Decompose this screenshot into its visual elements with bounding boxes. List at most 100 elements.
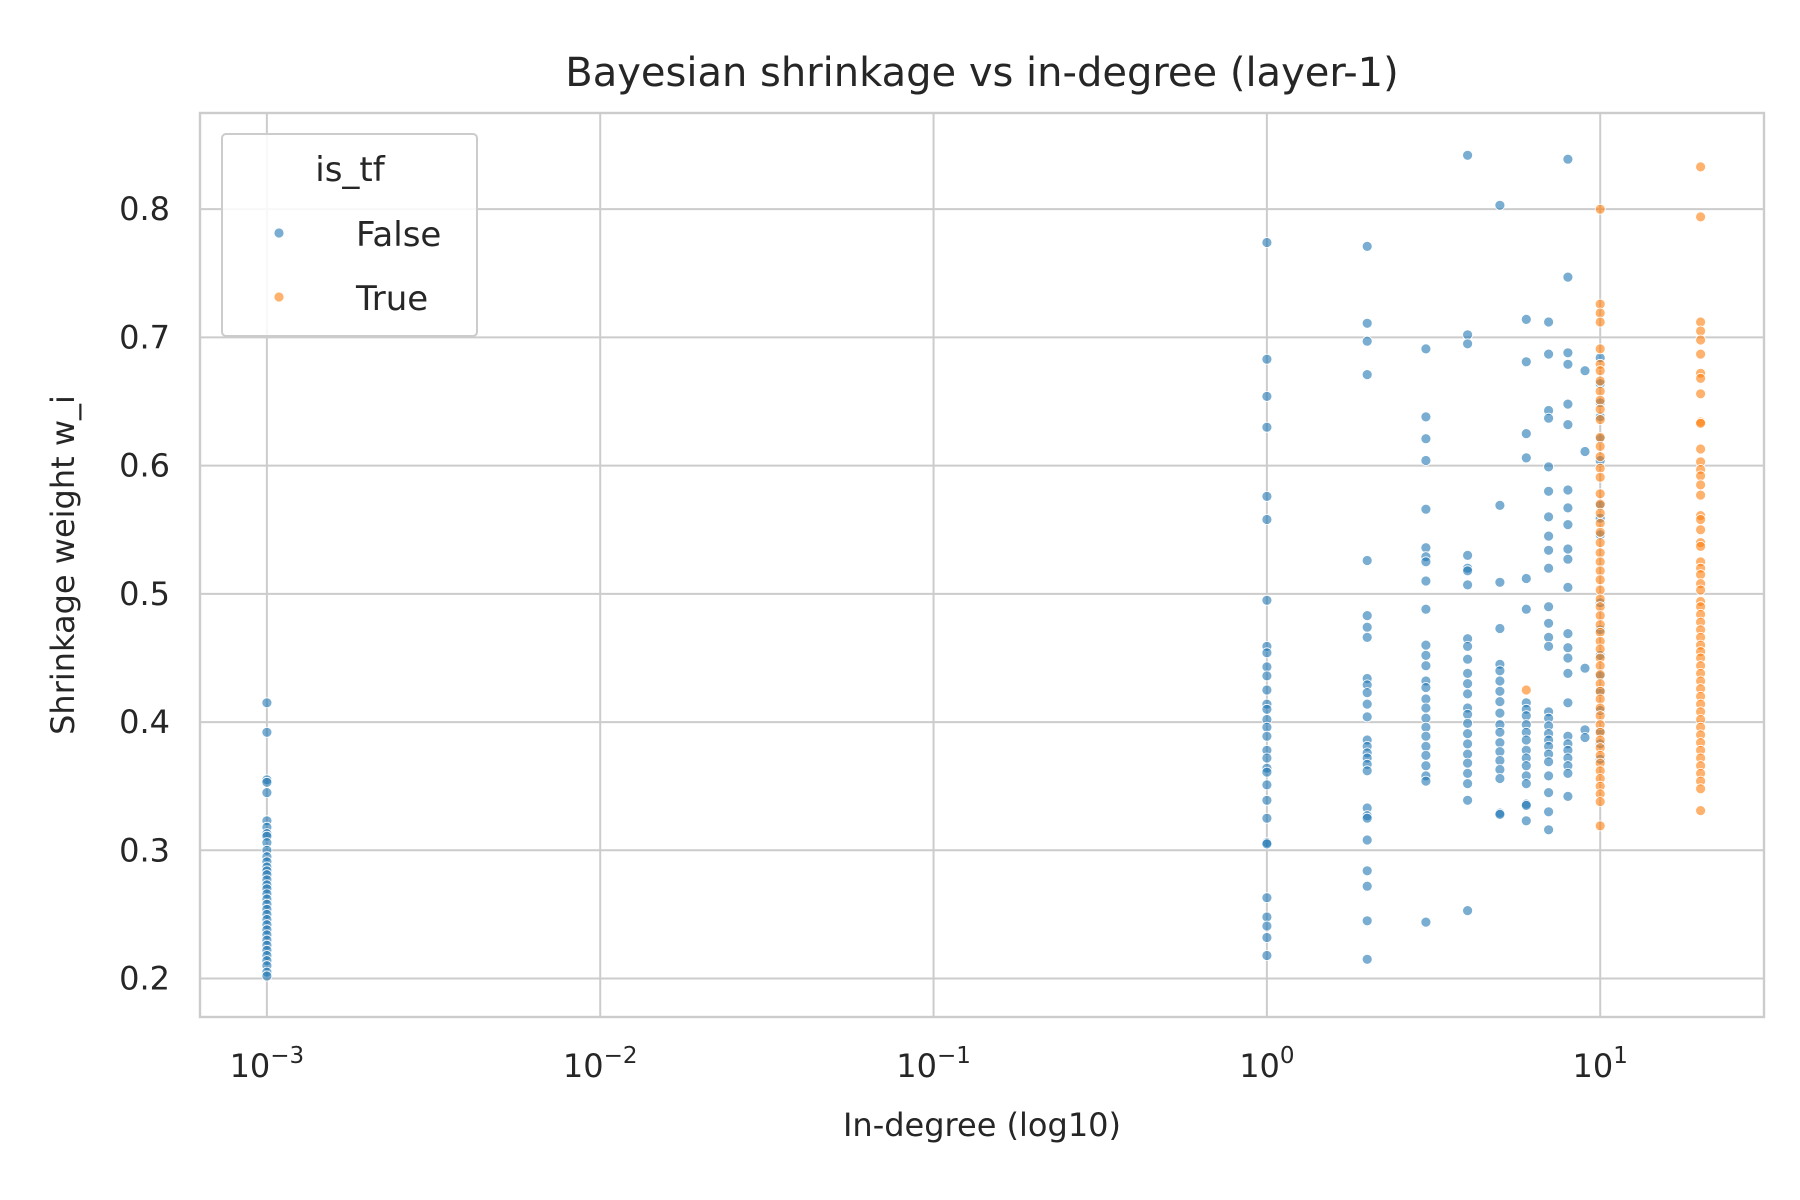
data-point	[1594, 498, 1606, 510]
data-point	[1562, 502, 1574, 514]
data-point	[1543, 617, 1554, 629]
data-point	[1594, 375, 1606, 387]
data-point	[1594, 693, 1606, 705]
data-point	[1261, 684, 1273, 696]
data-point	[1420, 650, 1432, 661]
data-point	[1361, 632, 1373, 643]
data-point	[1695, 524, 1706, 536]
data-point	[1695, 514, 1706, 525]
data-point	[1695, 334, 1706, 346]
data-point	[1543, 511, 1554, 523]
data-point	[1261, 932, 1273, 943]
data-point	[1361, 698, 1373, 710]
data-point	[1261, 670, 1273, 682]
data-point	[1420, 693, 1432, 705]
data-point	[1695, 348, 1706, 360]
data-point	[1361, 555, 1373, 566]
data-point	[1494, 707, 1506, 719]
data-point	[1594, 316, 1606, 328]
data-point	[1695, 372, 1706, 384]
data-point	[1261, 812, 1273, 824]
data-point	[1361, 865, 1373, 877]
data-point	[1562, 358, 1574, 370]
data-point	[1695, 325, 1706, 337]
data-point	[1594, 537, 1606, 548]
data-point	[1420, 730, 1432, 742]
data-point	[1494, 726, 1506, 738]
data-point	[1594, 820, 1606, 832]
data-point	[1520, 573, 1532, 584]
data-point	[1695, 479, 1706, 491]
y-axis-label: Shrinkage weight w_i	[44, 395, 82, 735]
data-point	[1695, 161, 1706, 173]
legend: is_tf False True	[221, 133, 478, 337]
data-point	[1462, 748, 1473, 760]
data-point	[1520, 800, 1532, 811]
data-point	[1494, 576, 1506, 588]
data-point	[1361, 687, 1373, 698]
data-point	[1420, 682, 1432, 693]
data-point	[1420, 433, 1432, 445]
data-point	[1594, 584, 1606, 596]
y-tick-label: 0.4	[119, 703, 170, 741]
x-tick-label: 101	[1573, 1043, 1628, 1085]
data-point	[1462, 668, 1473, 679]
data-point	[1543, 412, 1554, 424]
data-point	[1562, 553, 1574, 565]
data-point	[1361, 711, 1373, 723]
data-point	[1361, 610, 1373, 621]
legend-title: is_tf	[315, 150, 385, 190]
data-point	[1594, 394, 1606, 406]
x-tick-label: 10−3	[230, 1043, 305, 1085]
series-false	[261, 149, 1606, 982]
data-point	[1520, 778, 1532, 789]
data-point	[1520, 428, 1532, 440]
data-point	[1562, 652, 1574, 664]
data-point	[1261, 237, 1273, 248]
x-tick-label: 10−1	[896, 1043, 971, 1085]
data-point	[1361, 915, 1373, 927]
data-point	[1562, 791, 1574, 802]
plot-frame	[198, 111, 1766, 1019]
data-point	[261, 697, 273, 709]
data-point	[1594, 565, 1606, 577]
data-point	[1594, 517, 1606, 529]
data-point	[1543, 544, 1554, 556]
data-point	[1695, 569, 1706, 580]
data-point	[1695, 316, 1706, 328]
data-point	[1695, 783, 1706, 795]
data-point	[1695, 584, 1706, 596]
data-point	[1695, 417, 1706, 429]
data-point	[1520, 684, 1532, 696]
data-point	[1361, 240, 1373, 252]
data-point	[1420, 542, 1432, 554]
data-point	[1594, 203, 1606, 215]
data-point	[1261, 892, 1273, 904]
data-point	[1594, 556, 1606, 568]
data-point	[1494, 696, 1506, 707]
data-point	[1594, 574, 1606, 586]
y-tick-label: 0.8	[119, 190, 170, 228]
data-point	[1594, 414, 1606, 425]
data-point	[1594, 403, 1606, 415]
data-point	[1261, 721, 1273, 733]
data-point	[261, 787, 273, 798]
data-point	[1579, 662, 1591, 674]
data-point	[1594, 507, 1606, 519]
data-point	[261, 726, 273, 738]
data-point	[1462, 728, 1473, 739]
y-tick-label: 0.7	[119, 318, 170, 356]
data-point	[1261, 647, 1273, 659]
data-point	[1594, 343, 1606, 355]
data-point	[1594, 451, 1606, 463]
data-point	[1594, 471, 1606, 483]
data-point	[1420, 916, 1432, 928]
data-point	[1543, 348, 1554, 360]
data-point	[1543, 601, 1554, 613]
data-point	[1361, 953, 1373, 965]
data-point	[1420, 741, 1432, 752]
data-point	[1594, 547, 1606, 559]
data-point	[1543, 824, 1554, 836]
legend-box	[221, 133, 478, 337]
data-point	[1462, 757, 1473, 769]
